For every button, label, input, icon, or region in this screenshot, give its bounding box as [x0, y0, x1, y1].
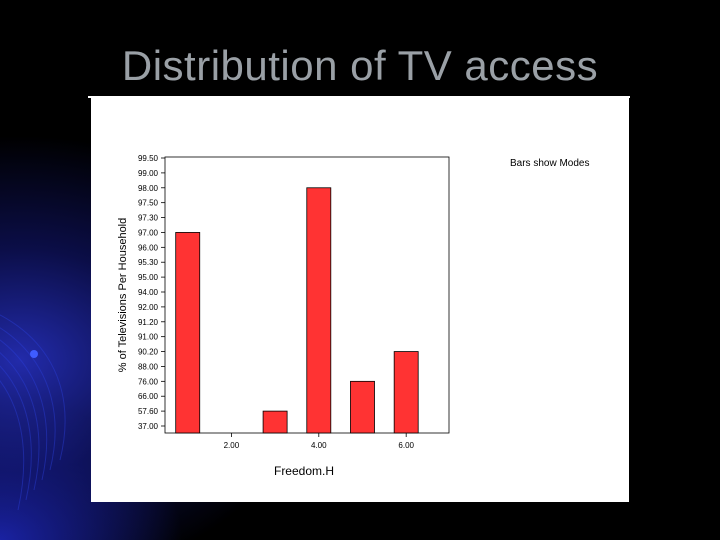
y-tick-label: 92.00 [138, 303, 159, 312]
chart-annotation: Bars show Modes [510, 158, 589, 169]
y-tick-label: 99.50 [138, 154, 159, 163]
x-axis: 2.00 4.00 6.00 [224, 433, 415, 450]
bar [350, 380, 375, 434]
y-tick-label: 97.30 [138, 214, 159, 223]
bar [175, 232, 201, 434]
x-tick-label: 2.00 [224, 441, 240, 450]
bar [306, 187, 332, 434]
bar-series [175, 187, 419, 434]
chart-panel: 37.00 57.60 66.00 76.00 88.00 90.20 91.00 91.20… [91, 98, 629, 502]
bar [262, 410, 288, 434]
x-tick-label: 4.00 [311, 441, 327, 450]
y-tick-label: 95.00 [138, 273, 159, 282]
y-tick-label: 97.00 [138, 228, 159, 237]
background-dot [30, 350, 38, 358]
bar [393, 351, 419, 434]
bar-chart: 37.00 57.60 66.00 76.00 88.00 90.20 91.00 91.20… [117, 154, 589, 478]
plot-area: 37.00 57.60 66.00 76.00 88.00 90.20 91.00 91.20… [138, 154, 450, 450]
y-tick-label: 94.00 [138, 288, 159, 297]
y-tick-label: 37.00 [138, 422, 159, 431]
x-axis-label: Freedom.H [274, 464, 334, 478]
x-tick-label: 6.00 [398, 441, 414, 450]
y-tick-label: 95.30 [138, 258, 159, 267]
y-tick-label: 99.00 [138, 169, 159, 178]
slide-title: Distribution of TV access [121, 42, 599, 89]
y-tick-label: 97.50 [138, 199, 159, 208]
y-tick-label: 66.00 [138, 392, 159, 401]
y-tick-label: 90.20 [138, 348, 159, 357]
y-tick-label: 91.20 [138, 318, 159, 327]
y-tick-label: 57.60 [138, 407, 159, 416]
y-tick-label: 98.00 [138, 184, 159, 193]
y-tick-label: 91.00 [138, 333, 159, 342]
y-tick-label: 88.00 [138, 362, 159, 371]
title-divider [88, 96, 630, 98]
y-axis-label: % of Televisions Per Household [117, 218, 129, 373]
y-tick-label: 76.00 [138, 377, 159, 386]
y-axis: 37.00 57.60 66.00 76.00 88.00 90.20 91.00 91.20… [138, 154, 165, 431]
y-tick-label: 96.00 [138, 243, 159, 252]
